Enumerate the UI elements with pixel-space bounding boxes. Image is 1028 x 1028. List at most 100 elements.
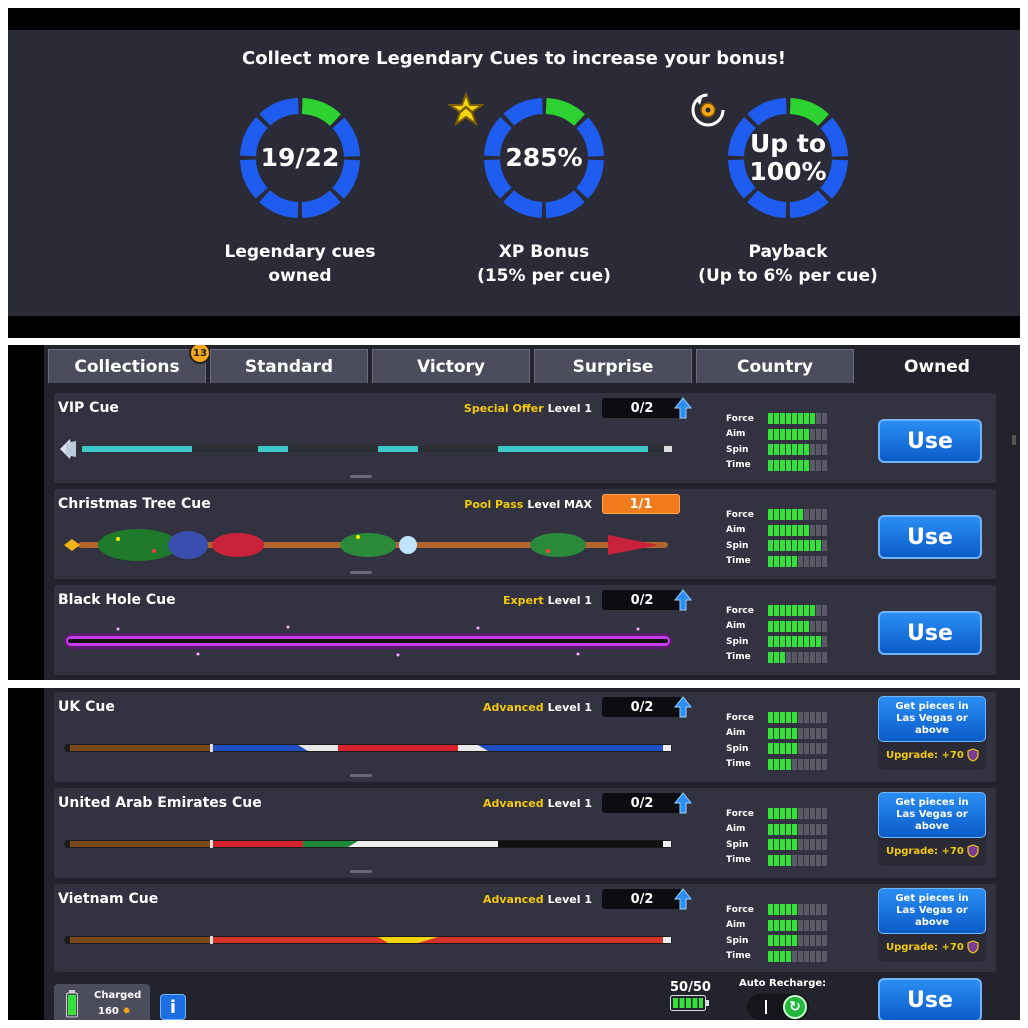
stat-time: Time bbox=[726, 650, 836, 666]
stat-label: Time bbox=[726, 759, 751, 770]
stat-segment bbox=[810, 758, 815, 770]
charged-box[interactable]: Charged 160 ✹ bbox=[54, 984, 150, 1020]
get-pieces-button[interactable]: Get pieces in Las Vegas or above bbox=[878, 888, 986, 934]
stat-segment bbox=[804, 823, 809, 835]
stat-segment bbox=[792, 636, 797, 648]
stat-segment bbox=[804, 712, 809, 724]
upgrade-arrow-icon[interactable] bbox=[674, 888, 692, 910]
stat-force: Force bbox=[726, 603, 836, 619]
stat-segment bbox=[816, 823, 821, 835]
use-button[interactable]: Use bbox=[878, 419, 982, 463]
stat-bars bbox=[768, 854, 827, 866]
stat-bars bbox=[768, 605, 827, 617]
stat-segment bbox=[786, 428, 791, 440]
stat-segment bbox=[822, 839, 827, 851]
stat-label: Aim bbox=[726, 525, 746, 536]
uae-cue-image bbox=[64, 840, 672, 848]
cue-level: Level 1 bbox=[547, 701, 592, 714]
auto-recharge-toggle[interactable]: ↻ bbox=[747, 994, 809, 1020]
stat-label: Time bbox=[726, 855, 751, 866]
use-button[interactable]: Use bbox=[878, 515, 982, 559]
stat-segment bbox=[822, 950, 827, 962]
stat-segment bbox=[780, 509, 785, 521]
stat-segment bbox=[798, 808, 803, 820]
cue-tag: Special Offer bbox=[463, 402, 544, 415]
stat-segment bbox=[768, 712, 773, 724]
use-button-bottom[interactable]: Use bbox=[878, 978, 982, 1020]
use-button[interactable]: Use bbox=[878, 611, 982, 655]
stat-bars bbox=[768, 524, 827, 536]
stat-segment bbox=[768, 823, 773, 835]
stat-bars bbox=[768, 935, 827, 947]
stat-label: Force bbox=[726, 509, 754, 520]
tab-surprise[interactable]: Surprise bbox=[534, 349, 692, 383]
stat-segment bbox=[804, 605, 809, 617]
stat-segment bbox=[816, 540, 821, 552]
vietnam-cue-image bbox=[64, 936, 672, 944]
stat-segment bbox=[816, 605, 821, 617]
get-pieces-box: Get pieces in Las Vegas or above Upgrade… bbox=[878, 696, 986, 770]
stat-segment bbox=[798, 459, 803, 471]
cue-progress: 0/2 bbox=[602, 697, 682, 717]
cue-progress: 1/1 bbox=[602, 494, 680, 514]
cue-name: Christmas Tree Cue bbox=[58, 496, 211, 512]
upgrade-arrow-icon[interactable] bbox=[674, 397, 692, 419]
cue-card-uae: United Arab Emirates Cue Advanced Level 1… bbox=[54, 788, 996, 878]
stat-label: Force bbox=[726, 808, 754, 819]
stat-segment bbox=[822, 904, 827, 916]
stat-segment bbox=[798, 555, 803, 567]
cue-progress: 0/2 bbox=[602, 889, 682, 909]
stat-segment bbox=[774, 509, 779, 521]
tab-bar: Collections 13 Standard Victory Surprise… bbox=[44, 345, 1020, 385]
stat-time: Time bbox=[726, 757, 836, 773]
stat-segment bbox=[792, 540, 797, 552]
cue-tagline: Advanced Level 1 bbox=[483, 797, 592, 810]
stat-segment bbox=[774, 636, 779, 648]
upgrade-arrow-icon[interactable] bbox=[674, 696, 692, 718]
stat-segment bbox=[816, 555, 821, 567]
stat-segment bbox=[816, 712, 821, 724]
stat-segment bbox=[822, 712, 827, 724]
tab-label: Owned bbox=[904, 356, 970, 377]
stat-segment bbox=[810, 854, 815, 866]
stat-segment bbox=[810, 509, 815, 521]
tab-owned[interactable]: Owned bbox=[862, 347, 1012, 385]
stat-segment bbox=[822, 854, 827, 866]
stat-label: Force bbox=[726, 605, 754, 616]
stat-segment bbox=[810, 413, 815, 425]
uk-cue-image bbox=[64, 744, 672, 752]
tab-victory[interactable]: Victory bbox=[372, 349, 530, 383]
cue-tag: Advanced bbox=[482, 893, 544, 906]
cue-stats: Force Aim Spin Time bbox=[726, 507, 836, 569]
upgrade-arrow-icon[interactable] bbox=[674, 589, 692, 611]
scrollbar[interactable] bbox=[1012, 435, 1016, 445]
stat-segment bbox=[822, 651, 827, 663]
stat-segment bbox=[816, 444, 821, 456]
stat-segment bbox=[798, 540, 803, 552]
stat-segment bbox=[792, 620, 797, 632]
upgrade-text: Upgrade: +70 bbox=[886, 750, 964, 761]
upgrade-arrow-icon[interactable] bbox=[674, 792, 692, 814]
tab-country[interactable]: Country bbox=[696, 349, 854, 383]
tab-standard[interactable]: Standard bbox=[210, 349, 368, 383]
payback-value: Up to 100% bbox=[726, 96, 850, 220]
get-pieces-button[interactable]: Get pieces in Las Vegas or above bbox=[878, 696, 986, 742]
cue-progress: 0/2 bbox=[602, 590, 682, 610]
tab-collections[interactable]: Collections 13 bbox=[48, 345, 211, 383]
tab-label: Collections bbox=[74, 356, 180, 377]
stat-segment bbox=[768, 524, 773, 536]
cue-stats: Force Aim Spin Time bbox=[726, 902, 836, 964]
stat-segment bbox=[804, 540, 809, 552]
stat-segment bbox=[786, 904, 791, 916]
stat-segment bbox=[780, 823, 785, 835]
stat-segment bbox=[822, 555, 827, 567]
info-button[interactable]: i bbox=[160, 994, 186, 1020]
charged-value: 160 ✹ bbox=[98, 1006, 131, 1017]
stat-segment bbox=[780, 839, 785, 851]
stat-aim: Aim bbox=[726, 619, 836, 635]
payback-caption: Payback (Up to 6% per cue) bbox=[668, 240, 908, 288]
stat-segment bbox=[780, 808, 785, 820]
legendary-owned-ring: 19/22 bbox=[238, 96, 362, 220]
stat-segment bbox=[774, 459, 779, 471]
get-pieces-button[interactable]: Get pieces in Las Vegas or above bbox=[878, 792, 986, 838]
